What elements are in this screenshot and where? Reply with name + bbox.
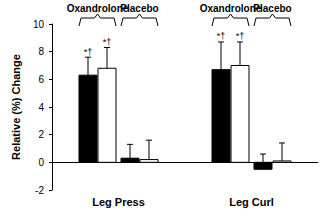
svg-text:10: 10: [33, 19, 45, 30]
svg-text:Placebo: Placebo: [120, 3, 158, 14]
svg-text:*†: *†: [103, 37, 112, 47]
svg-text:8: 8: [38, 46, 44, 57]
svg-text:2: 2: [38, 129, 44, 140]
svg-text:4: 4: [38, 102, 44, 113]
svg-text:Relative (%) Change: Relative (%) Change: [10, 54, 22, 160]
svg-text:Leg Press: Leg Press: [92, 196, 145, 208]
svg-text:6: 6: [38, 74, 44, 85]
svg-text:-2: -2: [35, 185, 44, 196]
svg-text:Placebo: Placebo: [253, 3, 291, 14]
svg-text:0: 0: [38, 157, 44, 168]
svg-text:Oxandrolone: Oxandrolone: [66, 2, 129, 14]
svg-text:Leg Curl: Leg Curl: [229, 196, 274, 208]
svg-text:*†: *†: [236, 31, 245, 41]
svg-text:*†: *†: [84, 47, 93, 57]
svg-text:Oxandrolone: Oxandrolone: [199, 2, 262, 14]
svg-text:*†: *†: [217, 31, 226, 41]
